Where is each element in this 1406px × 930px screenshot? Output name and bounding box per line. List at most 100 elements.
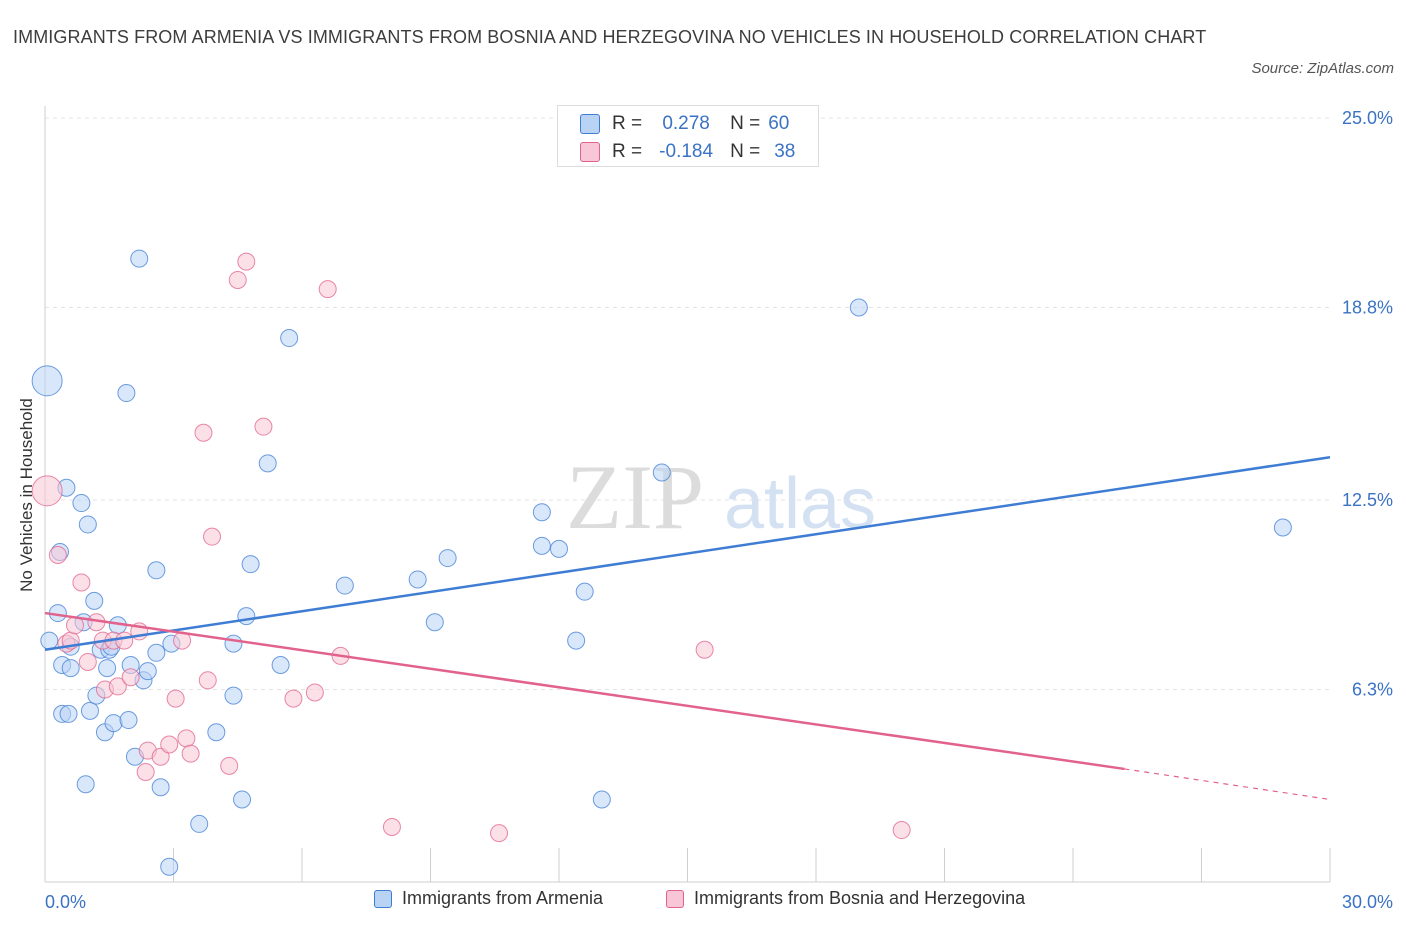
armenia-point bbox=[1273, 518, 1292, 537]
armenia-point bbox=[85, 591, 104, 610]
armenia-point bbox=[224, 634, 243, 653]
armenia-point bbox=[147, 643, 166, 662]
armenia-point bbox=[438, 549, 457, 568]
armenia-point bbox=[104, 714, 123, 733]
x-tick-label: 0.0% bbox=[45, 892, 86, 912]
armenia-point bbox=[76, 775, 95, 794]
bosnia-point bbox=[48, 546, 67, 565]
legend-swatch-bosnia bbox=[666, 889, 684, 908]
legend-label-bosnia: Immigrants from Bosnia and Herzegovina bbox=[694, 888, 1026, 908]
armenia-point bbox=[224, 686, 243, 705]
bosnia-point bbox=[108, 677, 127, 696]
armenia-point bbox=[98, 659, 117, 678]
armenia-point bbox=[31, 365, 63, 397]
source-note: Source: ZipAtlas.com bbox=[1251, 60, 1394, 77]
bosnia-point bbox=[136, 762, 155, 781]
armenia-point bbox=[237, 607, 256, 626]
bosnia-point bbox=[31, 475, 63, 507]
legend-n-label: N = bbox=[730, 141, 761, 162]
bosnia-trend-extension bbox=[1124, 768, 1331, 801]
armenia-point bbox=[80, 701, 99, 720]
y-tick-label: 18.8% bbox=[1342, 297, 1393, 317]
x-tick-label: 30.0% bbox=[1342, 892, 1393, 912]
correlation-legend: R = 0.278 N = 60 R = -0.184 N = 38 bbox=[557, 105, 819, 167]
armenia-point bbox=[61, 659, 80, 678]
y-tick-label: 6.3% bbox=[1352, 679, 1393, 699]
bosnia-point bbox=[237, 252, 256, 271]
armenia-point bbox=[72, 494, 91, 513]
armenia-point bbox=[151, 778, 170, 797]
bosnia-point bbox=[166, 689, 185, 708]
armenia-point bbox=[117, 384, 136, 403]
armenia-point bbox=[258, 454, 277, 473]
legend-item-bosnia[interactable]: Immigrants from Bosnia and Herzegovina bbox=[666, 888, 1025, 909]
bosnia-point bbox=[177, 729, 196, 748]
legend-r-value-armenia: 0.278 bbox=[662, 113, 710, 134]
tick-label-layer: 6.3% 12.5% 18.8% 25.0% 0.0% 30.0% bbox=[45, 108, 1393, 912]
armenia-point bbox=[207, 723, 226, 742]
watermark: ZIP atlas bbox=[566, 446, 876, 548]
armenia-point bbox=[592, 790, 611, 809]
armenia-point bbox=[335, 576, 354, 595]
legend-n-value-armenia: 60 bbox=[768, 113, 790, 134]
points-layer bbox=[31, 249, 1292, 876]
bosnia-point bbox=[695, 640, 714, 659]
armenia-point bbox=[408, 570, 427, 589]
armenia-point bbox=[160, 857, 179, 876]
bosnia-point bbox=[121, 668, 140, 687]
y-tick-label: 12.5% bbox=[1342, 490, 1393, 510]
armenia-point bbox=[147, 561, 166, 580]
armenia-point bbox=[425, 613, 444, 632]
legend-r-label: R = bbox=[612, 141, 643, 162]
legend-swatch-armenia bbox=[580, 114, 600, 134]
legend-r-value-bosnia: -0.184 bbox=[659, 141, 714, 162]
legend-n-label: N = bbox=[730, 113, 761, 134]
armenia-trend-line bbox=[44, 455, 1331, 651]
bosnia-point bbox=[284, 689, 303, 708]
bosnia-point bbox=[181, 744, 200, 763]
armenia-point bbox=[550, 539, 568, 558]
bosnia-point bbox=[382, 817, 401, 836]
armenia-point bbox=[241, 555, 260, 574]
armenia-point bbox=[532, 536, 551, 555]
trend-layer bbox=[44, 455, 1331, 801]
bosnia-point bbox=[78, 652, 97, 671]
armenia-point bbox=[130, 249, 149, 268]
armenia-point bbox=[271, 656, 290, 675]
armenia-point bbox=[119, 711, 138, 730]
legend-item-armenia[interactable]: Immigrants from Armenia bbox=[374, 888, 603, 909]
watermark-atlas: atlas bbox=[724, 464, 876, 544]
armenia-point bbox=[532, 503, 551, 522]
bosnia-point bbox=[194, 423, 213, 442]
bosnia-point bbox=[72, 573, 91, 592]
armenia-point bbox=[575, 582, 594, 601]
legend-row-bosnia: R = -0.184 N = 38 bbox=[580, 137, 795, 167]
legend-n-value-bosnia: 38 bbox=[774, 141, 796, 162]
bosnia-point bbox=[228, 270, 247, 289]
bosnia-point bbox=[254, 417, 273, 436]
bosnia-point bbox=[115, 631, 134, 650]
grid-layer bbox=[45, 117, 1330, 690]
armenia-point bbox=[78, 515, 97, 534]
bosnia-point bbox=[220, 756, 239, 775]
bosnia-point bbox=[490, 824, 509, 843]
bosnia-point bbox=[198, 671, 217, 690]
bosnia-point bbox=[892, 821, 911, 840]
legend-swatch-bosnia bbox=[580, 142, 600, 162]
legend-r-label: R = bbox=[612, 113, 643, 134]
armenia-point bbox=[138, 662, 157, 681]
legend-row-armenia: R = 0.278 N = 60 bbox=[580, 109, 789, 139]
armenia-point bbox=[40, 631, 59, 650]
bosnia-point bbox=[203, 527, 222, 546]
watermark-zip: ZIP bbox=[566, 446, 704, 548]
chart-title: IMMIGRANTS FROM ARMENIA VS IMMIGRANTS FR… bbox=[13, 27, 1207, 47]
legend-swatch-armenia bbox=[374, 889, 392, 908]
armenia-point bbox=[190, 814, 209, 833]
legend-label-armenia: Immigrants from Armenia bbox=[402, 888, 604, 908]
armenia-point bbox=[849, 298, 868, 317]
armenia-point bbox=[59, 704, 78, 723]
bosnia-point bbox=[151, 747, 170, 766]
bosnia-trend-line bbox=[44, 611, 1125, 771]
armenia-point bbox=[567, 631, 586, 650]
